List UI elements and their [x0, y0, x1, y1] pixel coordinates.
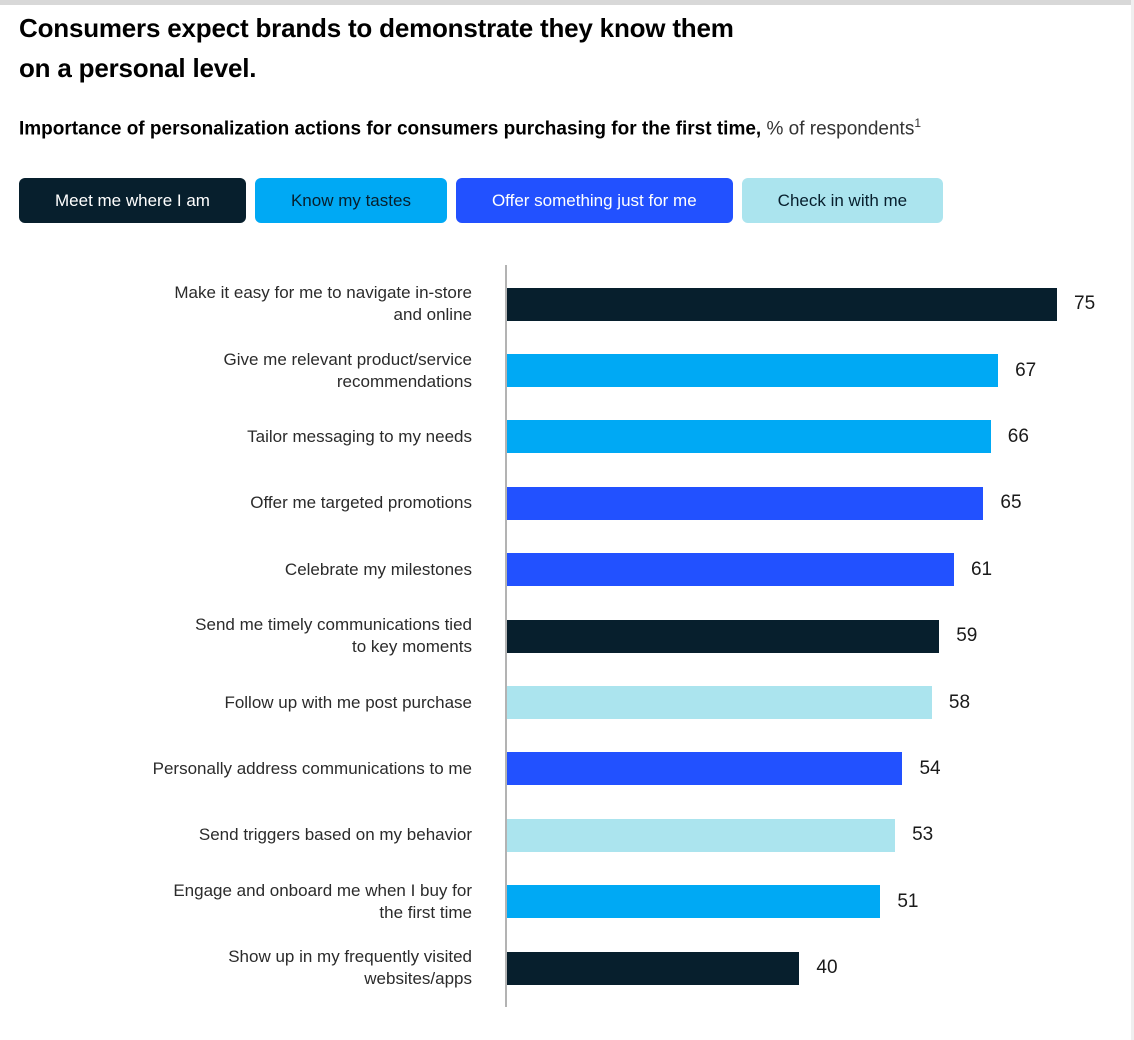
bar-row: Engage and onboard me when I buy for the… — [0, 869, 1134, 935]
bar-row: Make it easy for me to navigate in-store… — [0, 271, 1134, 337]
bar-value-label: 67 — [1015, 359, 1037, 381]
bar — [505, 287, 1057, 321]
bar-value-label: 51 — [897, 890, 919, 912]
bar-row: Send me timely communications tied to ke… — [0, 603, 1134, 669]
bar-value-label: 59 — [956, 625, 978, 647]
bar-row: Personally address communications to me … — [0, 736, 1134, 802]
bar-category-label: Make it easy for me to navigate in-store… — [174, 283, 472, 325]
bar-area: 59 — [505, 603, 1134, 669]
footnote-marker: 1 — [914, 116, 922, 130]
bar-row: Tailor messaging to my needs 66 — [0, 404, 1134, 470]
subtitle-unit-text: % of respondents — [761, 118, 915, 140]
bar — [505, 619, 940, 653]
exhibit-subtitle: Importance of personalization actions fo… — [19, 111, 921, 141]
bar-category-label: Show up in my frequently visited website… — [228, 947, 472, 989]
exhibit-title: Consumers expect brands to demonstrate t… — [19, 13, 734, 83]
bar-value-label: 61 — [970, 558, 993, 580]
bar-value-label: 58 — [948, 691, 971, 713]
legend-button-meet[interactable]: Meet me where I am — [19, 178, 246, 223]
bar — [505, 354, 999, 388]
y-axis-line — [505, 265, 507, 1007]
bar — [505, 686, 932, 720]
bar-category-label: Personally address communications to me — [152, 758, 472, 778]
top-edge-divider — [0, 0, 1134, 5]
bar-row: Show up in my frequently visited website… — [0, 935, 1134, 1001]
bar-category-label: Send triggers based on my behavior — [198, 825, 472, 845]
bar-value-label: 53 — [912, 824, 934, 846]
bar-area: 75 — [505, 271, 1134, 337]
bar-category-label: Celebrate my milestones — [284, 559, 472, 579]
bar-row: Give me relevant product/service recomme… — [0, 337, 1134, 403]
bar-value-label: 54 — [919, 757, 941, 779]
bar-row: Follow up with me post purchase 58 — [0, 669, 1134, 735]
bar — [505, 752, 903, 786]
bar — [505, 885, 881, 919]
right-edge-scroll-track — [1131, 0, 1134, 1040]
legend-button-check[interactable]: Check in with me — [741, 178, 944, 223]
bar-category-label: Offer me targeted promotions — [250, 493, 472, 513]
bar-category-label: Tailor messaging to my needs — [247, 426, 472, 446]
legend: Meet me where I am Know my tastes Offer so… — [19, 178, 952, 223]
bar-area: 67 — [505, 337, 1134, 403]
bar-value-label: 65 — [1000, 492, 1022, 514]
legend-button-offer[interactable]: Offer something just for me — [455, 178, 733, 223]
bar-value-label: 75 — [1074, 293, 1096, 315]
bar-rows: Make it easy for me to navigate in-store… — [0, 271, 1134, 1001]
bar-chart: Make it easy for me to navigate in-store… — [0, 265, 1134, 1007]
bar-area: 65 — [505, 470, 1134, 536]
bar — [505, 486, 984, 520]
bar-area: 51 — [505, 869, 1134, 935]
bar-area: 58 — [505, 669, 1134, 735]
bar-value-label: 40 — [816, 957, 838, 979]
bar — [505, 553, 954, 587]
legend-button-know[interactable]: Know my tastes — [254, 178, 447, 223]
bar-area: 66 — [505, 404, 1134, 470]
bar-area: 53 — [505, 802, 1134, 868]
bar-row: Offer me targeted promotions 65 — [0, 470, 1134, 536]
bar-category-label: Engage and onboard me when I buy for the… — [173, 880, 472, 922]
bar — [505, 818, 896, 852]
bar-row: Send triggers based on my behavior 53 — [0, 802, 1134, 868]
bar — [505, 420, 991, 454]
bar-category-label: Send me timely communications tied to ke… — [195, 615, 472, 657]
bar-row: Celebrate my milestones 61 — [0, 537, 1134, 603]
bar — [505, 951, 800, 985]
bar-area: 61 — [505, 537, 1134, 603]
bar-category-label: Follow up with me post purchase — [224, 692, 472, 712]
bar-value-label: 66 — [1007, 425, 1029, 447]
bar-area: 40 — [505, 935, 1134, 1001]
bar-area: 54 — [505, 736, 1134, 802]
bar-category-label: Give me relevant product/service recomme… — [223, 349, 473, 391]
subtitle-bold-text: Importance of personalization actions fo… — [19, 118, 762, 140]
